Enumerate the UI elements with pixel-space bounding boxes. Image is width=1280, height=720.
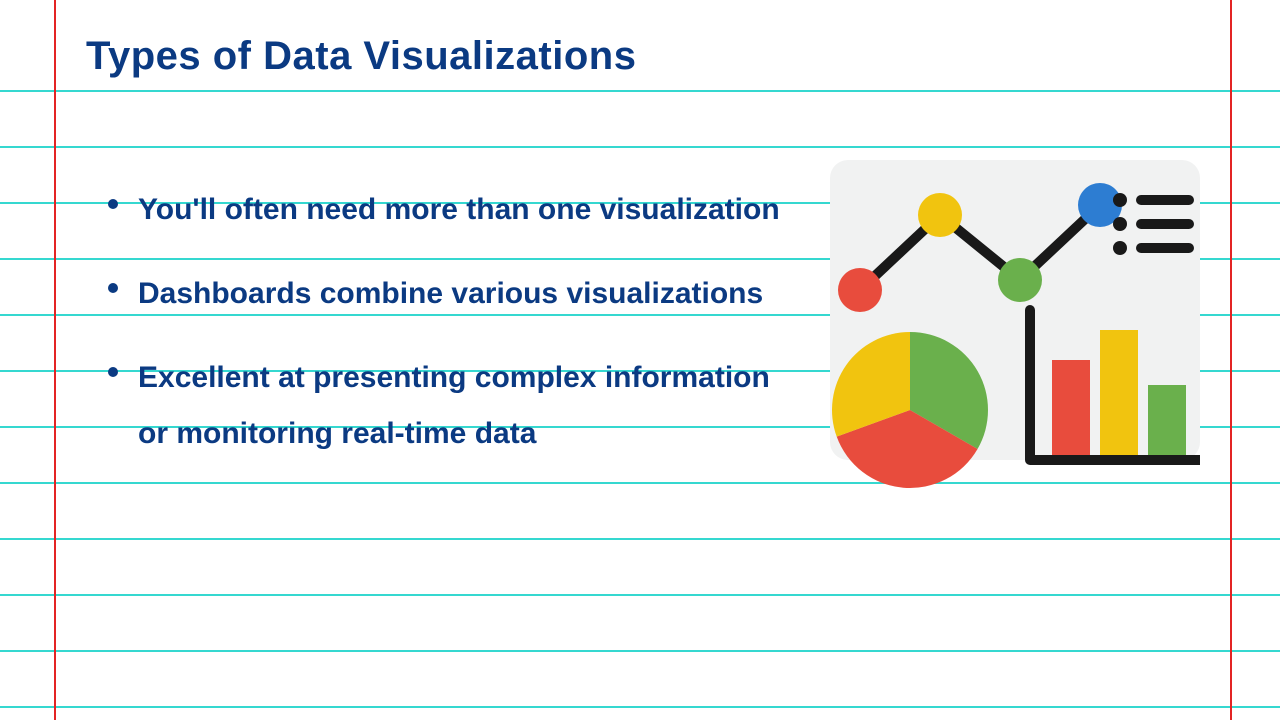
bar-chart-bar-icon bbox=[1100, 330, 1138, 455]
bullet-item: You'll often need more than one visualiz… bbox=[104, 182, 784, 238]
list-icon bbox=[1136, 195, 1194, 205]
line-chart-node-icon bbox=[918, 193, 962, 237]
list-icon bbox=[1136, 219, 1194, 229]
list-icon bbox=[1136, 243, 1194, 253]
bullet-item: Excellent at presenting complex informat… bbox=[104, 350, 784, 462]
bar-chart-bar-icon bbox=[1052, 360, 1090, 455]
list-icon bbox=[1113, 217, 1127, 231]
bullet-item: Dashboards combine various visualization… bbox=[104, 266, 784, 322]
slide-content: Types of Data Visualizations You'll ofte… bbox=[0, 0, 1280, 720]
bullet-list: You'll often need more than one visualiz… bbox=[104, 182, 784, 490]
dashboard-illustration bbox=[800, 160, 1200, 490]
list-icon bbox=[1113, 241, 1127, 255]
line-chart-node-icon bbox=[998, 258, 1042, 302]
bar-chart-bar-icon bbox=[1148, 385, 1186, 455]
page-title: Types of Data Visualizations bbox=[86, 34, 636, 79]
line-chart-node-icon bbox=[838, 268, 882, 312]
list-icon bbox=[1113, 193, 1127, 207]
